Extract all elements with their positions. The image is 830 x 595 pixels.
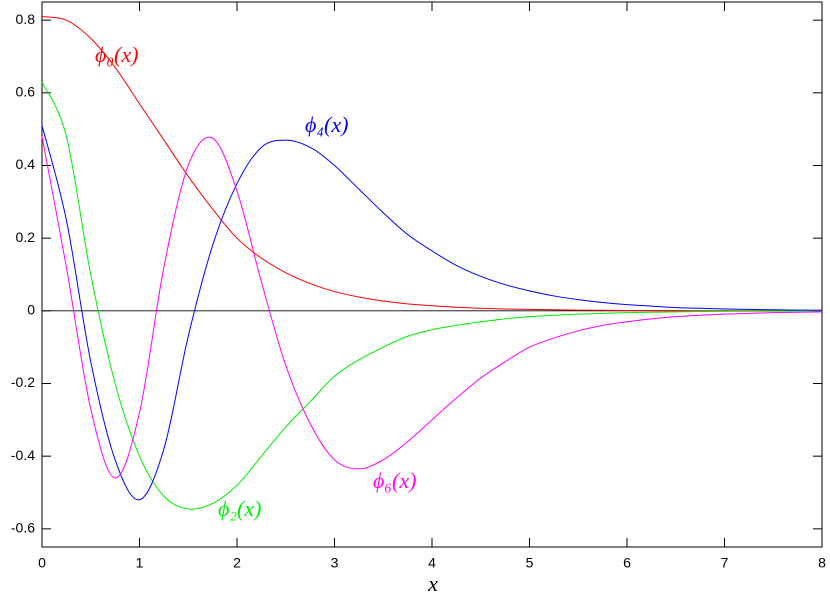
y-tick-label: 0.8 — [16, 11, 36, 27]
x-tick-label: 3 — [331, 555, 339, 571]
y-tick-label: -0.6 — [11, 520, 35, 536]
series-label: ϕ₀(x) — [95, 42, 138, 67]
series-line — [41, 81, 823, 510]
y-tick-label: 0.4 — [16, 156, 36, 172]
plot-frame — [41, 1, 823, 548]
x-tick-label: 5 — [526, 555, 534, 571]
x-tick-label: 2 — [233, 555, 241, 571]
y-tick-label: -0.4 — [11, 447, 35, 463]
y-tick-label: 0.6 — [16, 84, 36, 100]
x-tick-label: 1 — [136, 555, 144, 571]
x-tick-label: 6 — [623, 555, 631, 571]
series-label: ϕ₄(x) — [305, 112, 348, 137]
x-tick-label: 8 — [818, 555, 826, 571]
series-label: ϕ₆(x) — [373, 468, 416, 493]
series-label: ϕ₂(x) — [218, 496, 261, 521]
y-tick-label: 0.2 — [16, 229, 36, 245]
x-tick-label: 7 — [721, 555, 729, 571]
series-line — [41, 125, 823, 501]
series-line — [41, 16, 822, 312]
x-axis-label: x — [427, 571, 438, 595]
x-tick-label: 4 — [428, 555, 436, 571]
series-line — [41, 136, 823, 479]
x-tick-label: 0 — [38, 555, 46, 571]
y-tick-label: -0.2 — [11, 374, 35, 390]
y-tick-label: 0 — [27, 302, 35, 318]
